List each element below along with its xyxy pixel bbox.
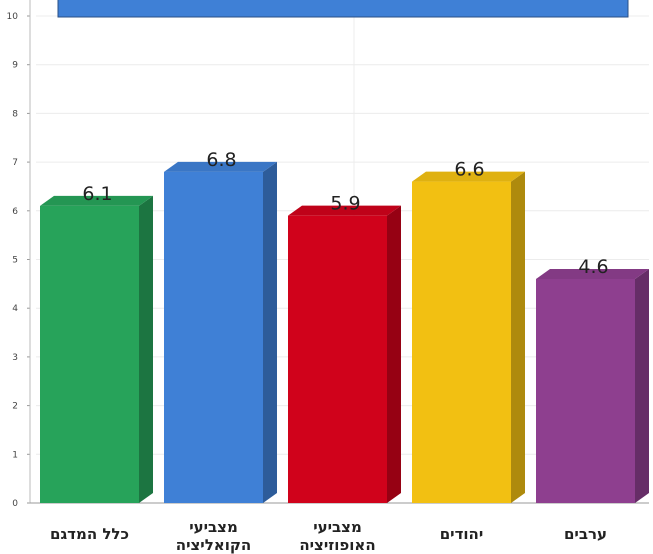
bar-front	[536, 278, 635, 503]
bar-front	[40, 205, 139, 503]
legend-box	[57, 0, 629, 18]
y-tick-label: 6	[12, 207, 18, 217]
category-label: ערבים	[564, 525, 607, 543]
y-tick-label: 7	[12, 158, 18, 168]
y-tick-label: 1	[12, 450, 18, 460]
bar-top	[164, 161, 277, 172]
bar-front	[288, 215, 387, 504]
bar	[40, 195, 153, 503]
bar-top	[40, 195, 153, 206]
category-label: מצביעי	[313, 518, 362, 536]
bar	[288, 205, 401, 504]
category-label: כלל המדגם	[50, 525, 129, 543]
y-tick-label: 4	[12, 304, 18, 314]
category-label: יהודים	[440, 525, 484, 543]
legend-swatch	[57, 0, 629, 18]
bar-front	[164, 171, 263, 503]
bar-front	[412, 181, 511, 503]
category-label: הקואליציה	[176, 536, 251, 554]
data-label: 6.6	[454, 159, 484, 181]
bar-top	[288, 205, 401, 216]
bar-side	[387, 205, 401, 504]
bar-top	[412, 171, 525, 182]
bars	[40, 161, 649, 504]
bar-top	[536, 268, 649, 279]
y-tick-label: 5	[12, 256, 18, 266]
y-tick-label: 8	[12, 109, 18, 119]
bar-side	[263, 161, 277, 503]
category-label: מצביעי	[189, 518, 238, 536]
data-label: 5.9	[330, 193, 360, 215]
bar-side	[635, 268, 649, 503]
bar	[536, 268, 649, 503]
y-tick-label: 2	[12, 402, 18, 412]
y-tick-label: 9	[12, 61, 18, 71]
y-tick-label: 3	[12, 353, 18, 363]
y-tick-label: 10	[7, 12, 19, 22]
bar	[164, 161, 277, 503]
bar-side	[139, 195, 153, 503]
data-label: 6.8	[206, 149, 236, 171]
data-label: 4.6	[578, 256, 608, 278]
data-label: 6.1	[82, 183, 112, 205]
y-tick-label: 0	[12, 499, 18, 509]
category-label: האופוזיציה	[299, 536, 375, 554]
bar-side	[511, 171, 525, 503]
bar	[412, 171, 525, 503]
